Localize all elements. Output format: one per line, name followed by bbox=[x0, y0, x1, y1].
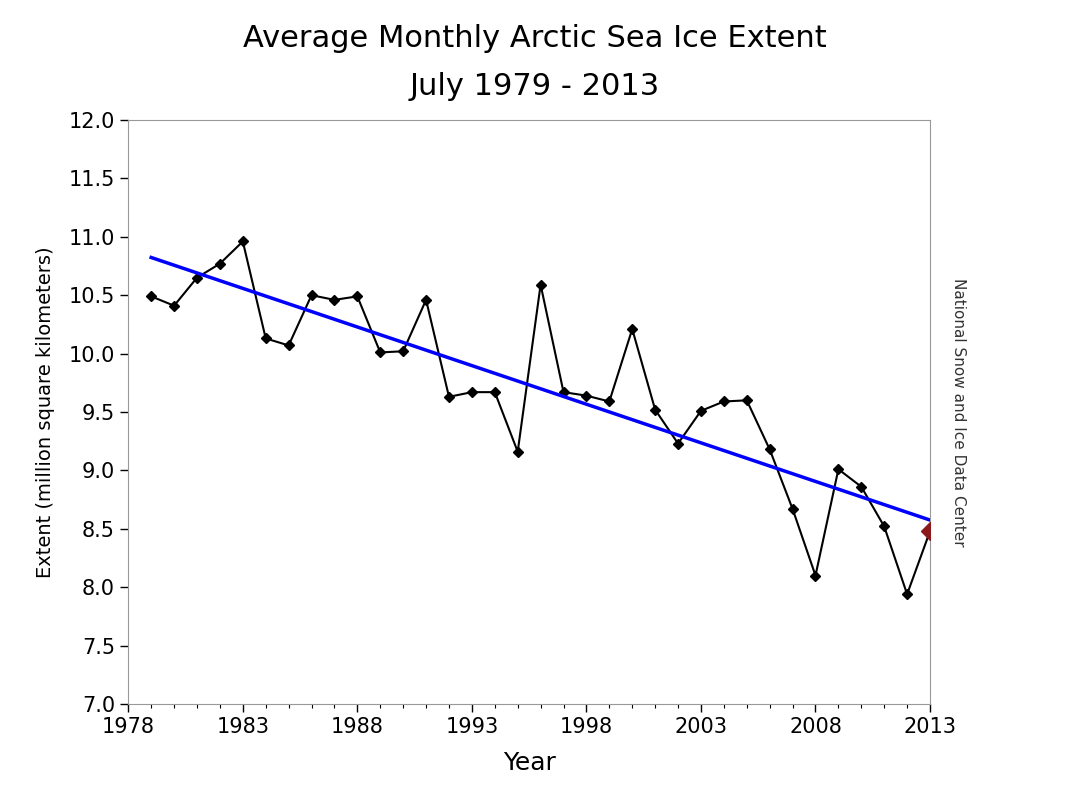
Y-axis label: Extent (million square kilometers): Extent (million square kilometers) bbox=[36, 246, 55, 578]
Text: July 1979 - 2013: July 1979 - 2013 bbox=[409, 72, 660, 101]
X-axis label: Year: Year bbox=[502, 751, 556, 775]
Y-axis label: National Snow and Ice Data Center: National Snow and Ice Data Center bbox=[950, 278, 966, 546]
Text: Average Monthly Arctic Sea Ice Extent: Average Monthly Arctic Sea Ice Extent bbox=[243, 24, 826, 53]
